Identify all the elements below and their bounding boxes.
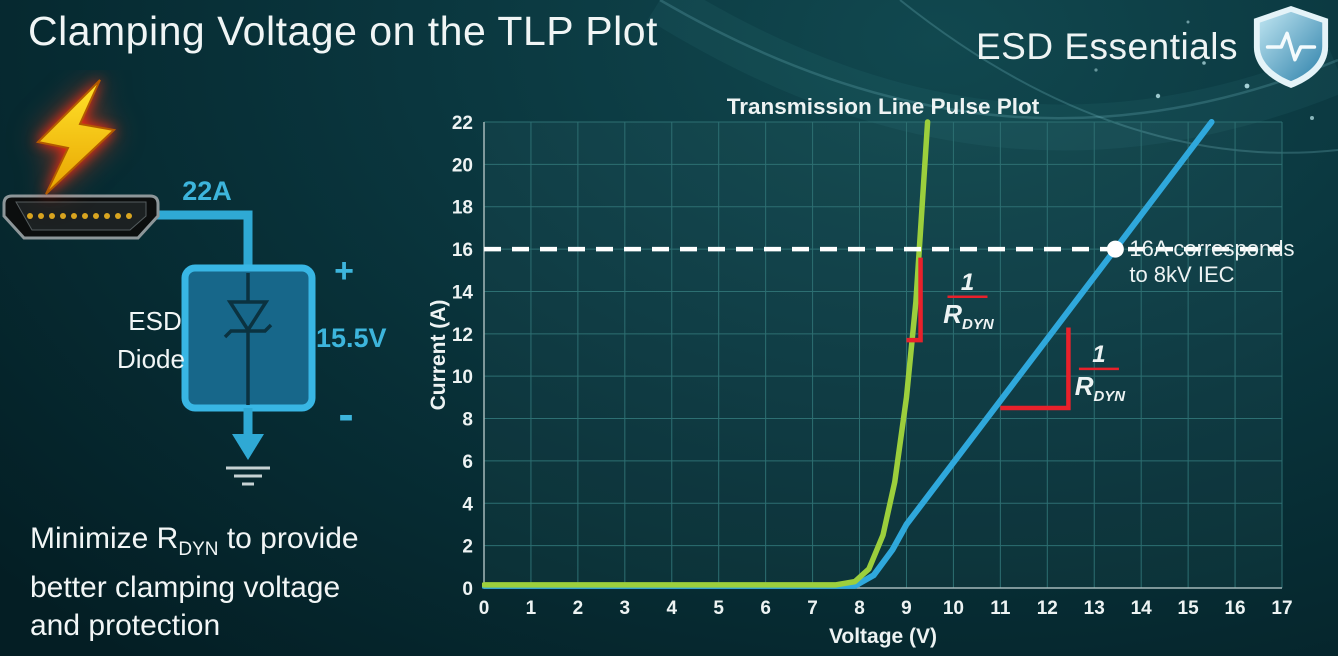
svg-text:12: 12 bbox=[1037, 598, 1058, 619]
component-label-line1: ESD bbox=[128, 306, 181, 336]
svg-text:1: 1 bbox=[1092, 341, 1105, 368]
svg-text:0: 0 bbox=[462, 579, 473, 600]
svg-text:3: 3 bbox=[620, 598, 631, 619]
background-arc bbox=[659, 0, 1338, 120]
x-tick-labels: 0 1 2 3 4 5 6 7 8 9 10 11 12 13 14 15 16 17 bbox=[479, 598, 1293, 619]
series-line-low-rdyn-diode bbox=[482, 119, 931, 588]
marker-dot bbox=[1106, 240, 1124, 258]
svg-text:16: 16 bbox=[1224, 598, 1245, 619]
slope-mark-1 bbox=[906, 257, 923, 343]
svg-text:4: 4 bbox=[462, 494, 473, 515]
svg-text:17: 17 bbox=[1271, 598, 1292, 619]
svg-text:to 8kV IEC: to 8kV IEC bbox=[1129, 262, 1234, 287]
svg-text:16: 16 bbox=[452, 240, 473, 261]
background-sparkles bbox=[1094, 20, 1314, 120]
svg-text:2: 2 bbox=[462, 537, 473, 558]
strike-current-label: 22A bbox=[182, 176, 232, 206]
svg-text:1: 1 bbox=[526, 598, 537, 619]
caption-line1-suffix: to provide bbox=[218, 522, 359, 555]
svg-text:RDYN: RDYN bbox=[1075, 371, 1127, 405]
chart-panel: 1 RDYN 1 RDYN 16A corresponds to 8kV IEC 0 1 2 3 4… bbox=[427, 94, 1338, 656]
brand-name: ESD Essentials bbox=[976, 26, 1238, 67]
ground-symbol bbox=[226, 408, 270, 486]
svg-text:9: 9 bbox=[901, 598, 912, 619]
svg-text:12: 12 bbox=[452, 325, 473, 346]
caption-line1-sub: DYN bbox=[178, 539, 219, 560]
svg-text:13: 13 bbox=[1084, 598, 1105, 619]
wire bbox=[156, 210, 253, 272]
component-label-line2: Diode bbox=[117, 344, 185, 374]
svg-text:2: 2 bbox=[573, 598, 584, 619]
y-tick-labels: 0 2 4 6 8 10 12 14 16 18 20 22 bbox=[452, 113, 474, 600]
caption-line3: and protection bbox=[30, 609, 221, 642]
svg-text:22: 22 bbox=[452, 113, 473, 134]
svg-text:10: 10 bbox=[943, 598, 964, 619]
slope-mark-2 bbox=[1000, 327, 1071, 411]
chart-title: Transmission Line Pulse Plot bbox=[727, 95, 1040, 119]
minus-label: - bbox=[338, 388, 353, 440]
caption: Minimize RDYN to provide better clamping… bbox=[30, 520, 359, 645]
svg-text:5: 5 bbox=[713, 598, 724, 619]
slope-fraction-label-2: 1 RDYN bbox=[1075, 341, 1127, 405]
svg-text:15: 15 bbox=[1178, 598, 1200, 619]
svg-text:14: 14 bbox=[452, 282, 474, 303]
svg-text:6: 6 bbox=[760, 598, 771, 619]
svg-text:8: 8 bbox=[854, 598, 865, 619]
svg-text:4: 4 bbox=[666, 598, 677, 619]
background-arc-2 bbox=[899, 0, 1338, 154]
svg-text:6: 6 bbox=[462, 452, 473, 473]
slope-fraction-label-1: 1 RDYN bbox=[943, 269, 995, 333]
lightning-bolt-icon bbox=[35, 79, 117, 195]
esd-diagram: 22A + 15.5V - ESD Diode bbox=[2, 79, 387, 486]
zener-diode-symbol bbox=[223, 273, 273, 405]
slide-title: Clamping Voltage on the TLP Plot bbox=[28, 8, 658, 54]
caption-line2: better clamping voltage bbox=[30, 571, 341, 604]
x-axis-title: Voltage (V) bbox=[829, 625, 937, 648]
svg-text:16A corresponds: 16A corresponds bbox=[1129, 236, 1294, 261]
plus-label: + bbox=[334, 252, 354, 290]
background-glow bbox=[647, 0, 1338, 151]
brand: ESD Essentials bbox=[976, 4, 1332, 90]
svg-text:1: 1 bbox=[961, 269, 974, 296]
caption-line1: Minimize RDYN to provide bbox=[30, 520, 359, 569]
clamp-voltage-label: 15.5V bbox=[316, 323, 387, 353]
svg-text:14: 14 bbox=[1131, 598, 1153, 619]
svg-text:18: 18 bbox=[452, 198, 473, 219]
caption-line1-prefix: Minimize R bbox=[30, 522, 179, 555]
y-axis-title: Current (A) bbox=[430, 300, 450, 411]
shield-logo-icon bbox=[1253, 6, 1329, 88]
svg-text:8: 8 bbox=[462, 410, 473, 431]
hdmi-connector-icon bbox=[2, 194, 160, 240]
svg-text:0: 0 bbox=[479, 598, 490, 619]
svg-text:10: 10 bbox=[452, 367, 473, 388]
svg-text:7: 7 bbox=[807, 598, 818, 619]
svg-text:11: 11 bbox=[990, 598, 1011, 619]
axis-titles: Voltage (V) Current (A) bbox=[427, 300, 937, 648]
svg-text:20: 20 bbox=[452, 155, 473, 176]
plot-area bbox=[484, 122, 1282, 588]
svg-text:RDYN: RDYN bbox=[943, 299, 995, 333]
